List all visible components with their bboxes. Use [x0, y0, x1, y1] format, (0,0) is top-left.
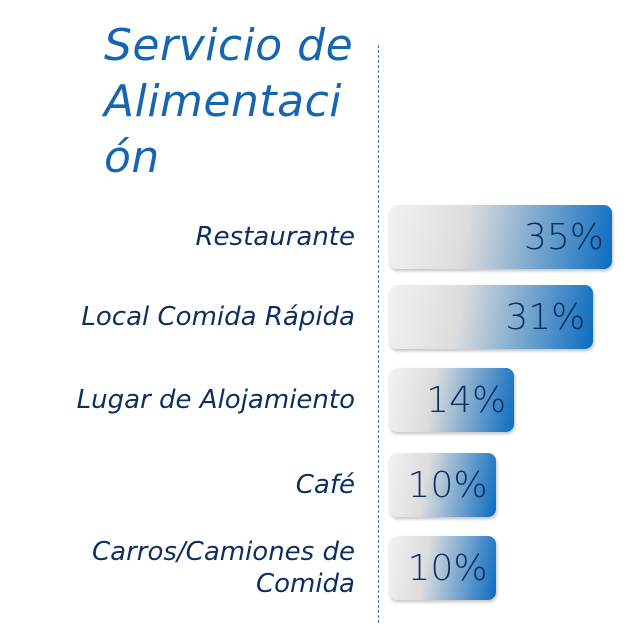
category-label: Lugar de Alojamiento	[76, 385, 355, 415]
value-label: 35%	[523, 216, 604, 258]
category-label: Local Comida Rápida	[81, 302, 355, 332]
chart-title: Servicio de Alimentación	[104, 20, 354, 183]
bar: 10%	[389, 536, 496, 600]
value-label: 10%	[407, 464, 488, 506]
bar: 10%	[389, 453, 496, 517]
bar: 14%	[389, 368, 515, 432]
category-label: Café	[295, 470, 355, 500]
category-label: Restaurante	[195, 222, 355, 252]
value-label: 14%	[426, 379, 507, 421]
value-label: 31%	[505, 296, 586, 338]
bar: 31%	[389, 285, 594, 349]
axis-line	[378, 45, 379, 623]
category-label: Carros/Camiones de Comida	[91, 537, 355, 599]
value-label: 10%	[407, 547, 488, 589]
bar: 35%	[389, 205, 612, 269]
